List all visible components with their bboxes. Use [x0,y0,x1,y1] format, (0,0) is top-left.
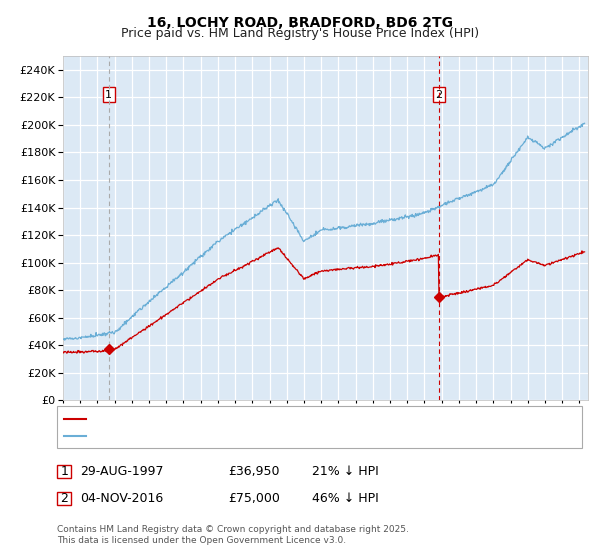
Text: 2: 2 [60,492,68,505]
Text: Price paid vs. HM Land Registry's House Price Index (HPI): Price paid vs. HM Land Registry's House … [121,27,479,40]
Text: 21% ↓ HPI: 21% ↓ HPI [312,465,379,478]
Text: 16, LOCHY ROAD, BRADFORD, BD6 2TG: 16, LOCHY ROAD, BRADFORD, BD6 2TG [147,16,453,30]
Text: 1: 1 [60,465,68,478]
Text: 2: 2 [436,90,442,100]
Text: 46% ↓ HPI: 46% ↓ HPI [312,492,379,505]
Text: Contains HM Land Registry data © Crown copyright and database right 2025.
This d: Contains HM Land Registry data © Crown c… [57,525,409,545]
Text: £75,000: £75,000 [228,492,280,505]
Text: £36,950: £36,950 [228,465,280,478]
Text: 29-AUG-1997: 29-AUG-1997 [80,465,164,478]
Text: 16, LOCHY ROAD, BRADFORD, BD6 2TG (semi-detached house): 16, LOCHY ROAD, BRADFORD, BD6 2TG (semi-… [91,412,464,425]
Text: HPI: Average price, semi-detached house, Bradford: HPI: Average price, semi-detached house,… [91,430,393,443]
Text: 1: 1 [105,90,112,100]
Text: 04-NOV-2016: 04-NOV-2016 [80,492,164,505]
